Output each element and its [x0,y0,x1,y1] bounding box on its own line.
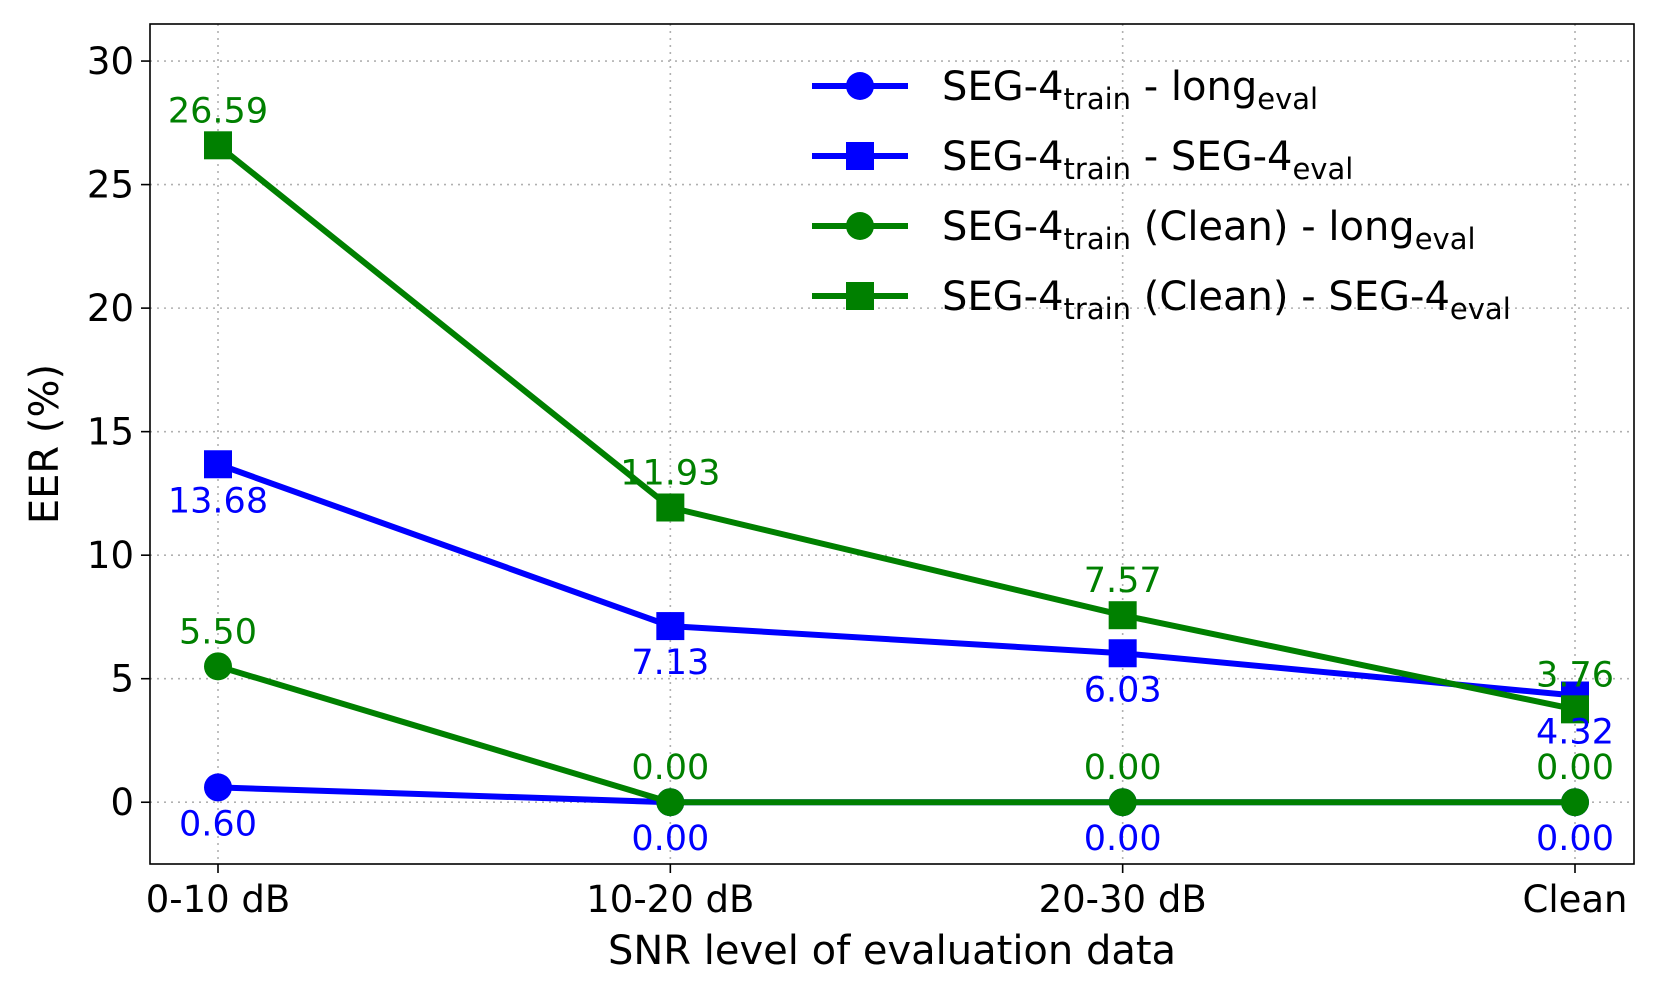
data-point-square [656,612,685,641]
data-label: 0.00 [1536,748,1614,788]
legend-entry: SEG-4train (Clean) - longeval [812,204,1476,256]
data-label: 0.00 [1084,748,1162,788]
data-label: 7.57 [1084,561,1162,601]
data-label: 5.50 [179,612,257,652]
y-tick-label: 30 [87,40,134,83]
y-tick-label: 15 [87,411,134,454]
x-tick-label: 10-20 dB [586,878,754,921]
y-tick-label: 20 [87,287,134,330]
data-point-square [204,131,232,160]
y-tick-label: 0 [110,781,134,824]
legend-marker [846,282,874,310]
x-axis-ticks: 0-10 dB 10-20 dB 20-30 dB Clean [146,864,1628,921]
y-tick-label: 10 [87,534,134,577]
legend-entry: SEG-4train - longeval [812,64,1318,116]
legend-marker [846,212,874,240]
data-point-circle [1108,788,1137,817]
data-labels: 0.60 0.00 0.00 0.00 13.68 7.13 6.03 4.32 5.50 0.0… [168,91,1614,859]
data-point-square [204,450,232,479]
x-tick-label: Clean [1522,878,1627,921]
data-point-circle [656,788,685,817]
x-axis-label: SNR level of evaluation data [608,928,1176,974]
y-axis-label: EER (%) [22,364,68,524]
legend-marker [846,142,874,170]
data-label: 3.76 [1536,655,1614,695]
data-label: 0.60 [179,804,257,844]
data-series [204,131,1589,817]
y-tick-label: 25 [87,164,134,207]
y-axis-ticks: 0 5 10 15 20 25 30 [87,40,150,824]
data-label: 26.59 [168,91,268,131]
legend-entry: SEG-4train (Clean) - SEG-4eval [812,274,1511,326]
y-tick-label: 5 [110,658,134,701]
legend-label: SEG-4train (Clean) - longeval [942,204,1476,256]
series-line [217,663,1575,806]
data-point-square [1108,639,1137,668]
data-point-square [656,493,685,522]
x-tick-label: 20-30 dB [1039,878,1207,921]
data-label: 0.00 [631,819,709,859]
series-3 [204,652,1589,817]
legend-marker [846,72,874,100]
series-line [216,461,1576,699]
legend: SEG-4train - longeval SEG-4train - SEG-4e… [812,64,1511,326]
legend-label: SEG-4train - longeval [942,64,1318,116]
legend-label: SEG-4train (Clean) - SEG-4eval [942,274,1511,326]
data-point-circle [1561,788,1589,817]
data-label: 6.03 [1084,670,1162,710]
data-label: 0.00 [1084,819,1162,859]
data-label: 0.00 [1536,819,1614,859]
data-point-square [1561,695,1589,724]
series-4 [204,131,1589,724]
data-point-circle [204,652,232,681]
plot-area-frame [149,23,1635,865]
data-label: 4.32 [1536,713,1614,753]
x-tick-label: 0-10 dB [146,878,291,921]
data-point-square [1108,601,1137,630]
data-label: 13.68 [168,481,268,521]
data-label: 11.93 [620,453,720,493]
data-point-circle [204,773,232,802]
data-label: 0.00 [631,748,709,788]
legend-entry: SEG-4train - SEG-4eval [812,134,1353,186]
data-label: 7.13 [631,643,709,683]
series-line [216,142,1576,713]
legend-label: SEG-4train - SEG-4eval [942,134,1353,186]
